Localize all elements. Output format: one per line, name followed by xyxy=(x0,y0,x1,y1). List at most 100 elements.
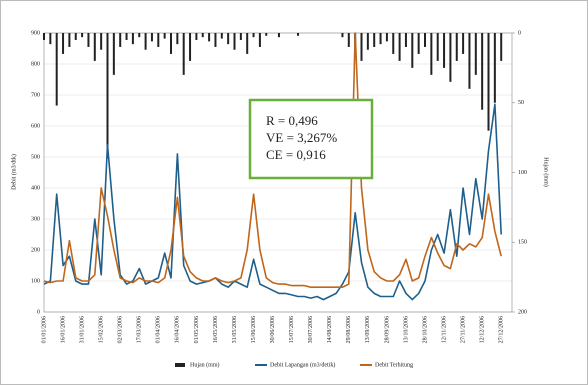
y-tick-label: 900 xyxy=(31,30,40,36)
y2-tick-label: 200 xyxy=(518,309,527,315)
x-tick-label: 12/11/2006 xyxy=(441,316,447,343)
rain-bar xyxy=(55,33,58,106)
rain-bar xyxy=(214,33,217,47)
x-tick-label: 12/12/2006 xyxy=(480,316,486,343)
y-tick-label: 500 xyxy=(31,154,40,160)
y2-tick-label: 100 xyxy=(518,170,527,176)
x-tick-label: 16/05/2006 xyxy=(213,316,219,343)
x-tick-label: 01/05/2006 xyxy=(194,316,200,343)
x-tick-label: 02/03/2006 xyxy=(118,316,124,343)
x-tick-label: 15/02/2006 xyxy=(99,316,105,343)
rain-bar xyxy=(385,33,388,42)
rain-bar xyxy=(424,33,427,47)
rain-bar xyxy=(373,33,376,47)
rain-bar xyxy=(265,33,268,36)
rain-bar xyxy=(208,33,211,42)
rain-bar xyxy=(474,33,477,75)
rain-bar xyxy=(163,33,166,39)
rain-bar xyxy=(462,33,465,54)
legend-swatch xyxy=(175,363,185,367)
rain-bar xyxy=(500,33,503,61)
rain-bar xyxy=(366,33,369,50)
rain-bar xyxy=(138,33,141,38)
rain-bar xyxy=(436,33,439,61)
y2-tick-label: 150 xyxy=(518,240,527,246)
rain-bar xyxy=(239,33,242,40)
rain-bar xyxy=(93,33,96,61)
rain-bar xyxy=(43,33,45,40)
rain-bar xyxy=(131,33,134,45)
rain-bar xyxy=(449,33,452,82)
x-tick-label: 13/10/2006 xyxy=(403,316,409,343)
y2-tick-label: 50 xyxy=(518,100,524,106)
x-tick-label: 17/03/2006 xyxy=(137,316,143,343)
rain-bar xyxy=(112,33,115,75)
rain-bar xyxy=(87,33,90,47)
x-tick-label: 01/04/2006 xyxy=(156,316,162,343)
y-axis-title: Debit (m3/dtk) xyxy=(10,154,17,190)
rain-bar xyxy=(119,33,122,47)
rain-bar xyxy=(404,33,407,47)
x-tick-label: 01/01/2006 xyxy=(41,316,47,343)
x-tick-label: 15/06/2006 xyxy=(251,316,257,343)
rain-bar xyxy=(176,33,179,45)
rain-bar xyxy=(341,33,344,38)
rain-bar xyxy=(443,33,446,68)
rain-bar xyxy=(195,33,198,40)
line xyxy=(43,32,502,288)
rain-bar xyxy=(487,33,490,131)
rain-bar xyxy=(170,33,173,54)
legend-label: Hujan (mm) xyxy=(190,361,220,368)
rain-bar xyxy=(430,33,433,75)
annotation: CE = 0,916 xyxy=(266,147,326,162)
rain-bar xyxy=(189,33,192,61)
y-tick-label: 300 xyxy=(31,216,40,222)
rain-bar xyxy=(125,33,128,40)
rain-bar xyxy=(68,33,71,47)
rain-bar xyxy=(411,33,414,68)
rain-bar xyxy=(379,33,382,45)
rain-bar xyxy=(106,33,109,159)
rain-bar xyxy=(398,33,401,61)
y2-axis-title: Hujan (mm) xyxy=(543,157,550,187)
x-tick-label: 27/12/2006 xyxy=(499,316,505,343)
x-tick-label: 31/01/2006 xyxy=(79,316,85,343)
rain-bar xyxy=(227,33,230,45)
rain-bar xyxy=(360,33,363,61)
rain-bar xyxy=(347,33,350,47)
legend-label: Debit Lapangan (m3/detik) xyxy=(270,361,335,368)
rain-bar xyxy=(74,33,77,40)
rain-bar xyxy=(481,33,484,110)
x-tick-label: 14/08/2006 xyxy=(327,316,333,343)
rain-bar xyxy=(182,33,185,75)
rain-bar xyxy=(49,33,52,45)
rain-bar xyxy=(233,33,236,50)
x-tick-label: 30/06/2006 xyxy=(270,316,276,343)
rain-bar xyxy=(150,33,153,42)
stats-box xyxy=(248,98,374,180)
x-tick-label: 28/09/2006 xyxy=(384,316,390,343)
y-tick-label: 200 xyxy=(31,247,40,253)
y-tick-label: 800 xyxy=(31,61,40,67)
rain-bar xyxy=(297,33,300,36)
x-tick-label: 16/01/2006 xyxy=(60,316,66,343)
rain-bar xyxy=(246,33,249,54)
y-tick-label: 100 xyxy=(31,278,40,284)
annotation: VE = 3,267% xyxy=(266,130,337,145)
y-tick-label: 400 xyxy=(31,185,40,191)
x-tick-label: 29/08/2006 xyxy=(346,316,352,343)
rain-bar xyxy=(417,33,420,54)
x-tick-label: 13/09/2006 xyxy=(365,316,371,343)
rain-bar xyxy=(468,33,471,89)
x-tick-label: 31/05/2006 xyxy=(232,316,238,343)
rain-bar xyxy=(81,33,84,38)
annotation: R = 0,496 xyxy=(266,113,318,128)
rain-bar xyxy=(220,33,223,39)
y-tick-label: 0 xyxy=(37,309,40,315)
y-tick-label: 600 xyxy=(31,123,40,129)
y-tick-label: 700 xyxy=(31,92,40,98)
y2-tick-label: 0 xyxy=(518,30,521,36)
rain-bar xyxy=(100,33,103,50)
rain-bar xyxy=(455,33,458,61)
